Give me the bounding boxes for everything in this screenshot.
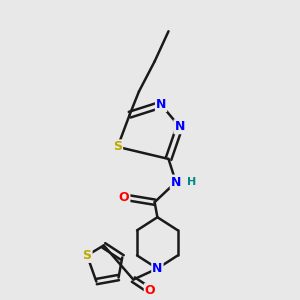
Text: N: N — [174, 120, 185, 133]
Text: N: N — [171, 176, 181, 189]
Text: N: N — [152, 262, 163, 275]
Text: S: S — [82, 249, 91, 262]
Text: O: O — [119, 190, 129, 204]
Text: S: S — [113, 140, 122, 153]
Text: N: N — [156, 98, 166, 111]
Text: H: H — [187, 177, 196, 187]
Text: O: O — [145, 284, 155, 297]
